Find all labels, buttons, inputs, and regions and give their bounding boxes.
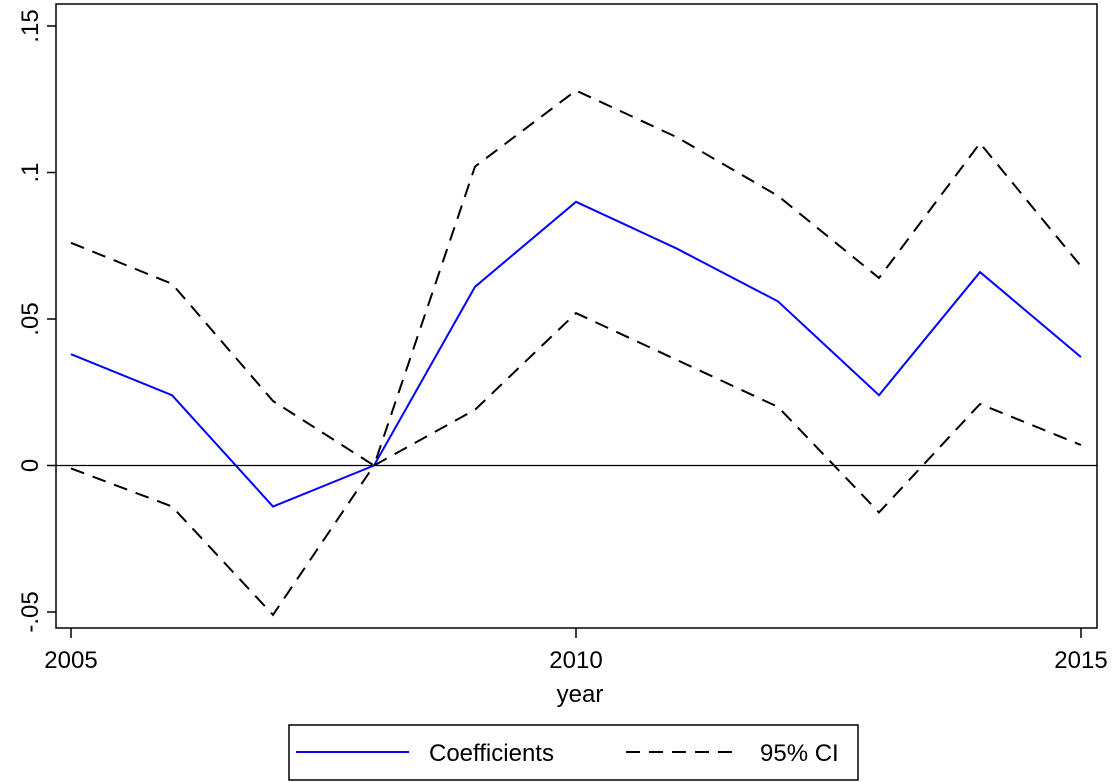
legend-label-ci: 95% CI: [760, 740, 839, 767]
y-tick-label: .05: [17, 302, 44, 335]
y-axis: -.05 0 .05 .1 .15: [17, 9, 56, 633]
y-tick-label: .1: [17, 162, 44, 182]
legend-box: [288, 724, 859, 781]
legend-label-coefficients: Coefficients: [429, 740, 554, 767]
legend: Coefficients 95% CI: [288, 724, 859, 781]
x-tick-label: 2005: [44, 647, 97, 674]
series-line-coefficients: [70, 200, 1082, 508]
y-tick-label: .15: [17, 9, 44, 42]
y-tick-label: 0: [17, 459, 44, 472]
series-layer: [70, 89, 1082, 617]
x-axis: 2005 2010 2015: [44, 628, 1108, 674]
series-line-ci-lower: [70, 311, 1082, 617]
x-tick-label: 2015: [1054, 647, 1107, 674]
plot-frame: [55, 3, 1098, 629]
x-axis-title: year: [557, 681, 604, 708]
series-line-ci-upper: [70, 89, 1082, 468]
y-tick-label: -.05: [17, 591, 44, 632]
x-tick-label: 2010: [549, 647, 602, 674]
